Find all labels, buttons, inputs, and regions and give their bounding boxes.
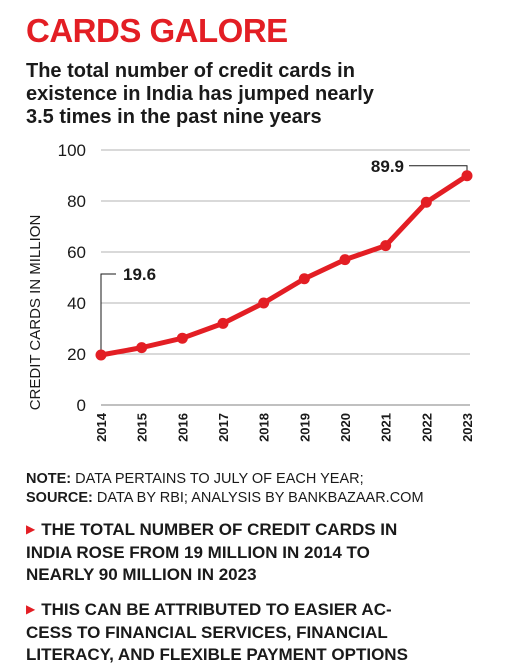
data-point	[95, 349, 107, 361]
data-point	[298, 273, 310, 285]
x-tick-label: 2017	[216, 413, 231, 442]
y-tick-label: 40	[67, 294, 86, 313]
x-tick-label: 2023	[460, 413, 475, 442]
bullet-point: ▶ THE TOTAL NUMBER OF CREDIT CARDS IN IND…	[26, 519, 506, 586]
x-tick-label: 2016	[175, 413, 190, 442]
headline: CARDS GALORE	[26, 12, 288, 49]
data-point	[461, 170, 473, 182]
series-line	[98, 173, 470, 358]
bullet-line: THIS CAN BE ATTRIBUTED TO EASIER AC-	[41, 600, 392, 619]
data-point	[339, 254, 351, 266]
bullet-line: THE TOTAL NUMBER OF CREDIT CARDS IN	[41, 520, 398, 539]
y-tick-label: 100	[58, 141, 86, 160]
x-tick-label: 2019	[297, 413, 312, 442]
x-tick-label: 2018	[257, 413, 272, 442]
annotation-leader	[409, 165, 468, 176]
source-line: SOURCE: DATA BY RBI; ANALYSIS BY BANKBAZ…	[26, 489, 506, 508]
bullet-line: LITERACY, AND FLEXIBLE PAYMENT OPTIONS	[26, 645, 408, 664]
annotation-label: 89.9	[371, 157, 404, 176]
x-tick-label: 2020	[338, 413, 353, 442]
triangle-bullet-icon: ▶	[26, 602, 36, 616]
note-line: NOTE: DATA PERTAINS TO JULY OF EACH YEAR…	[26, 470, 506, 489]
data-point	[258, 297, 270, 309]
bullet-line: NEARLY 90 MILLION IN 2023	[26, 565, 257, 584]
source-label: SOURCE:	[26, 490, 93, 506]
data-point	[217, 317, 229, 329]
x-tick-label: 2014	[94, 412, 109, 442]
y-tick-label: 0	[77, 396, 86, 415]
x-tick-label: 2022	[419, 413, 434, 442]
annotation-label: 19.6	[123, 265, 156, 284]
notes-block: NOTE: DATA PERTAINS TO JULY OF EACH YEAR…	[26, 470, 506, 508]
bullet-line: INDIA ROSE FROM 19 MILLION IN 2014 TO	[26, 543, 370, 562]
note-label: NOTE:	[26, 471, 72, 487]
data-point	[136, 342, 148, 354]
y-tick-label: 60	[67, 243, 86, 262]
chart-subtitle: The total number of credit cards in exis…	[26, 60, 496, 129]
source-text: DATA BY RBI; ANALYSIS BY BANKBAZAAR.COM	[96, 490, 424, 506]
data-point	[380, 240, 392, 252]
data-point	[176, 332, 188, 344]
data-point	[420, 196, 432, 208]
bullet-point: ▶ THIS CAN BE ATTRIBUTED TO EASIER AC- CE…	[26, 599, 506, 666]
subtitle-line: existence in India has jumped nearly	[26, 83, 374, 105]
line-chart: 0 20 40 60 80 100 CREDIT CARDS IN MILLION 2014 2…	[27, 141, 475, 442]
y-tick-label: 80	[67, 192, 86, 211]
triangle-bullet-icon: ▶	[26, 522, 36, 536]
subtitle-line: The total number of credit cards in	[26, 60, 355, 82]
note-text: DATA PERTAINS TO JULY OF EACH YEAR;	[75, 471, 364, 487]
y-axis-label: CREDIT CARDS IN MILLION	[27, 215, 44, 411]
x-tick-label: 2021	[379, 413, 394, 442]
subtitle-line: 3.5 times in the past nine years	[26, 106, 322, 128]
bullet-line: CESS TO FINANCIAL SERVICES, FINANCIAL	[26, 623, 388, 642]
x-tick-label: 2015	[135, 413, 150, 442]
annotation-leader	[100, 273, 116, 356]
y-tick-label: 20	[67, 345, 86, 364]
